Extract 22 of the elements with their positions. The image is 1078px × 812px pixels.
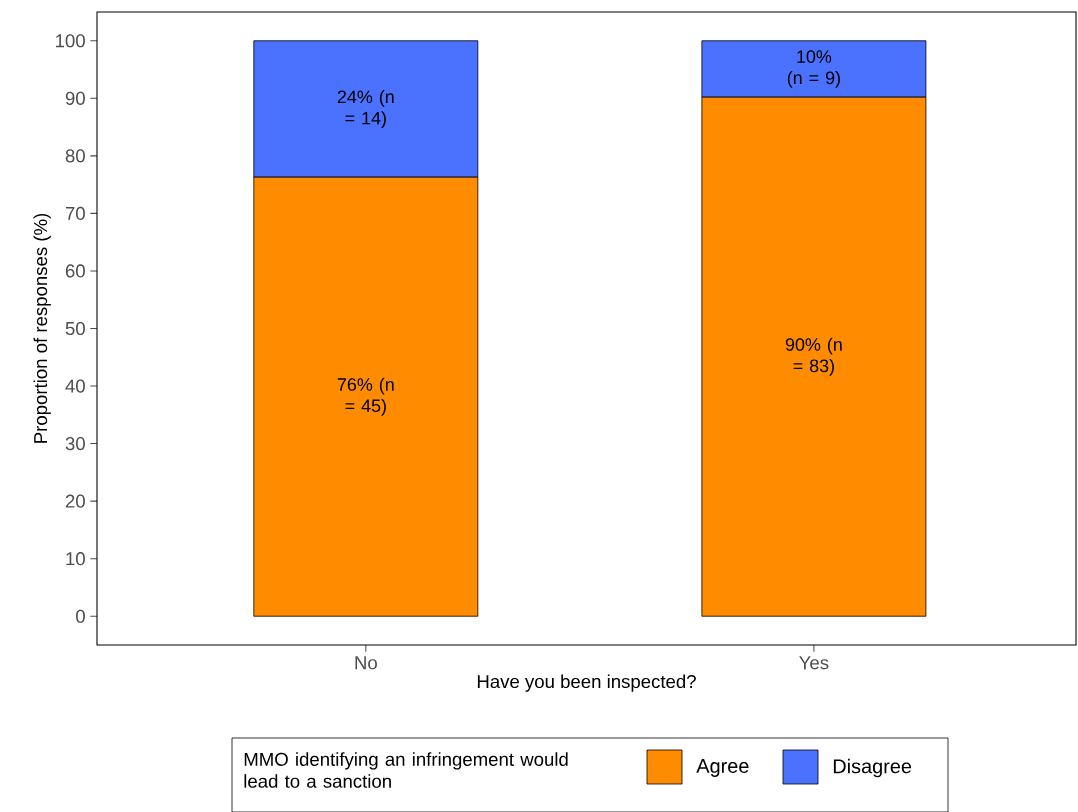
data-label: 24% (n = 14) — [337, 89, 394, 128]
data-label: 76% (n = 45) — [337, 377, 394, 416]
y-tick-label: 50 — [65, 321, 85, 336]
y-tick-label: 80 — [65, 149, 85, 163]
y-tick-label: 90 — [65, 91, 85, 105]
data-label: 10% (n = 9) — [787, 50, 840, 88]
x-tick-label: Yes — [799, 656, 829, 670]
data-label: 90% (n = 83) — [785, 337, 842, 376]
y-tick-label: 40 — [65, 379, 85, 393]
y-tick-label: 30 — [65, 436, 85, 451]
y-tick-label: 100 — [56, 34, 85, 48]
legend-label: Disagree — [833, 758, 912, 778]
x-axis-title: Have you been inspected? — [477, 674, 696, 692]
y-tick-label: 20 — [65, 494, 85, 508]
legend-title: MMO identifying an infringement would lead to a sanction — [244, 752, 568, 788]
legend-label: Agree — [696, 759, 749, 777]
y-tick-label: 60 — [65, 264, 85, 278]
y-tick-label: 70 — [65, 206, 85, 220]
x-tick-label: No — [355, 656, 377, 670]
y-tick-label: 10 — [66, 552, 85, 566]
y-axis-title: Proportion of responses (%) — [33, 213, 51, 443]
y-tick-label: 0 — [76, 609, 85, 623]
